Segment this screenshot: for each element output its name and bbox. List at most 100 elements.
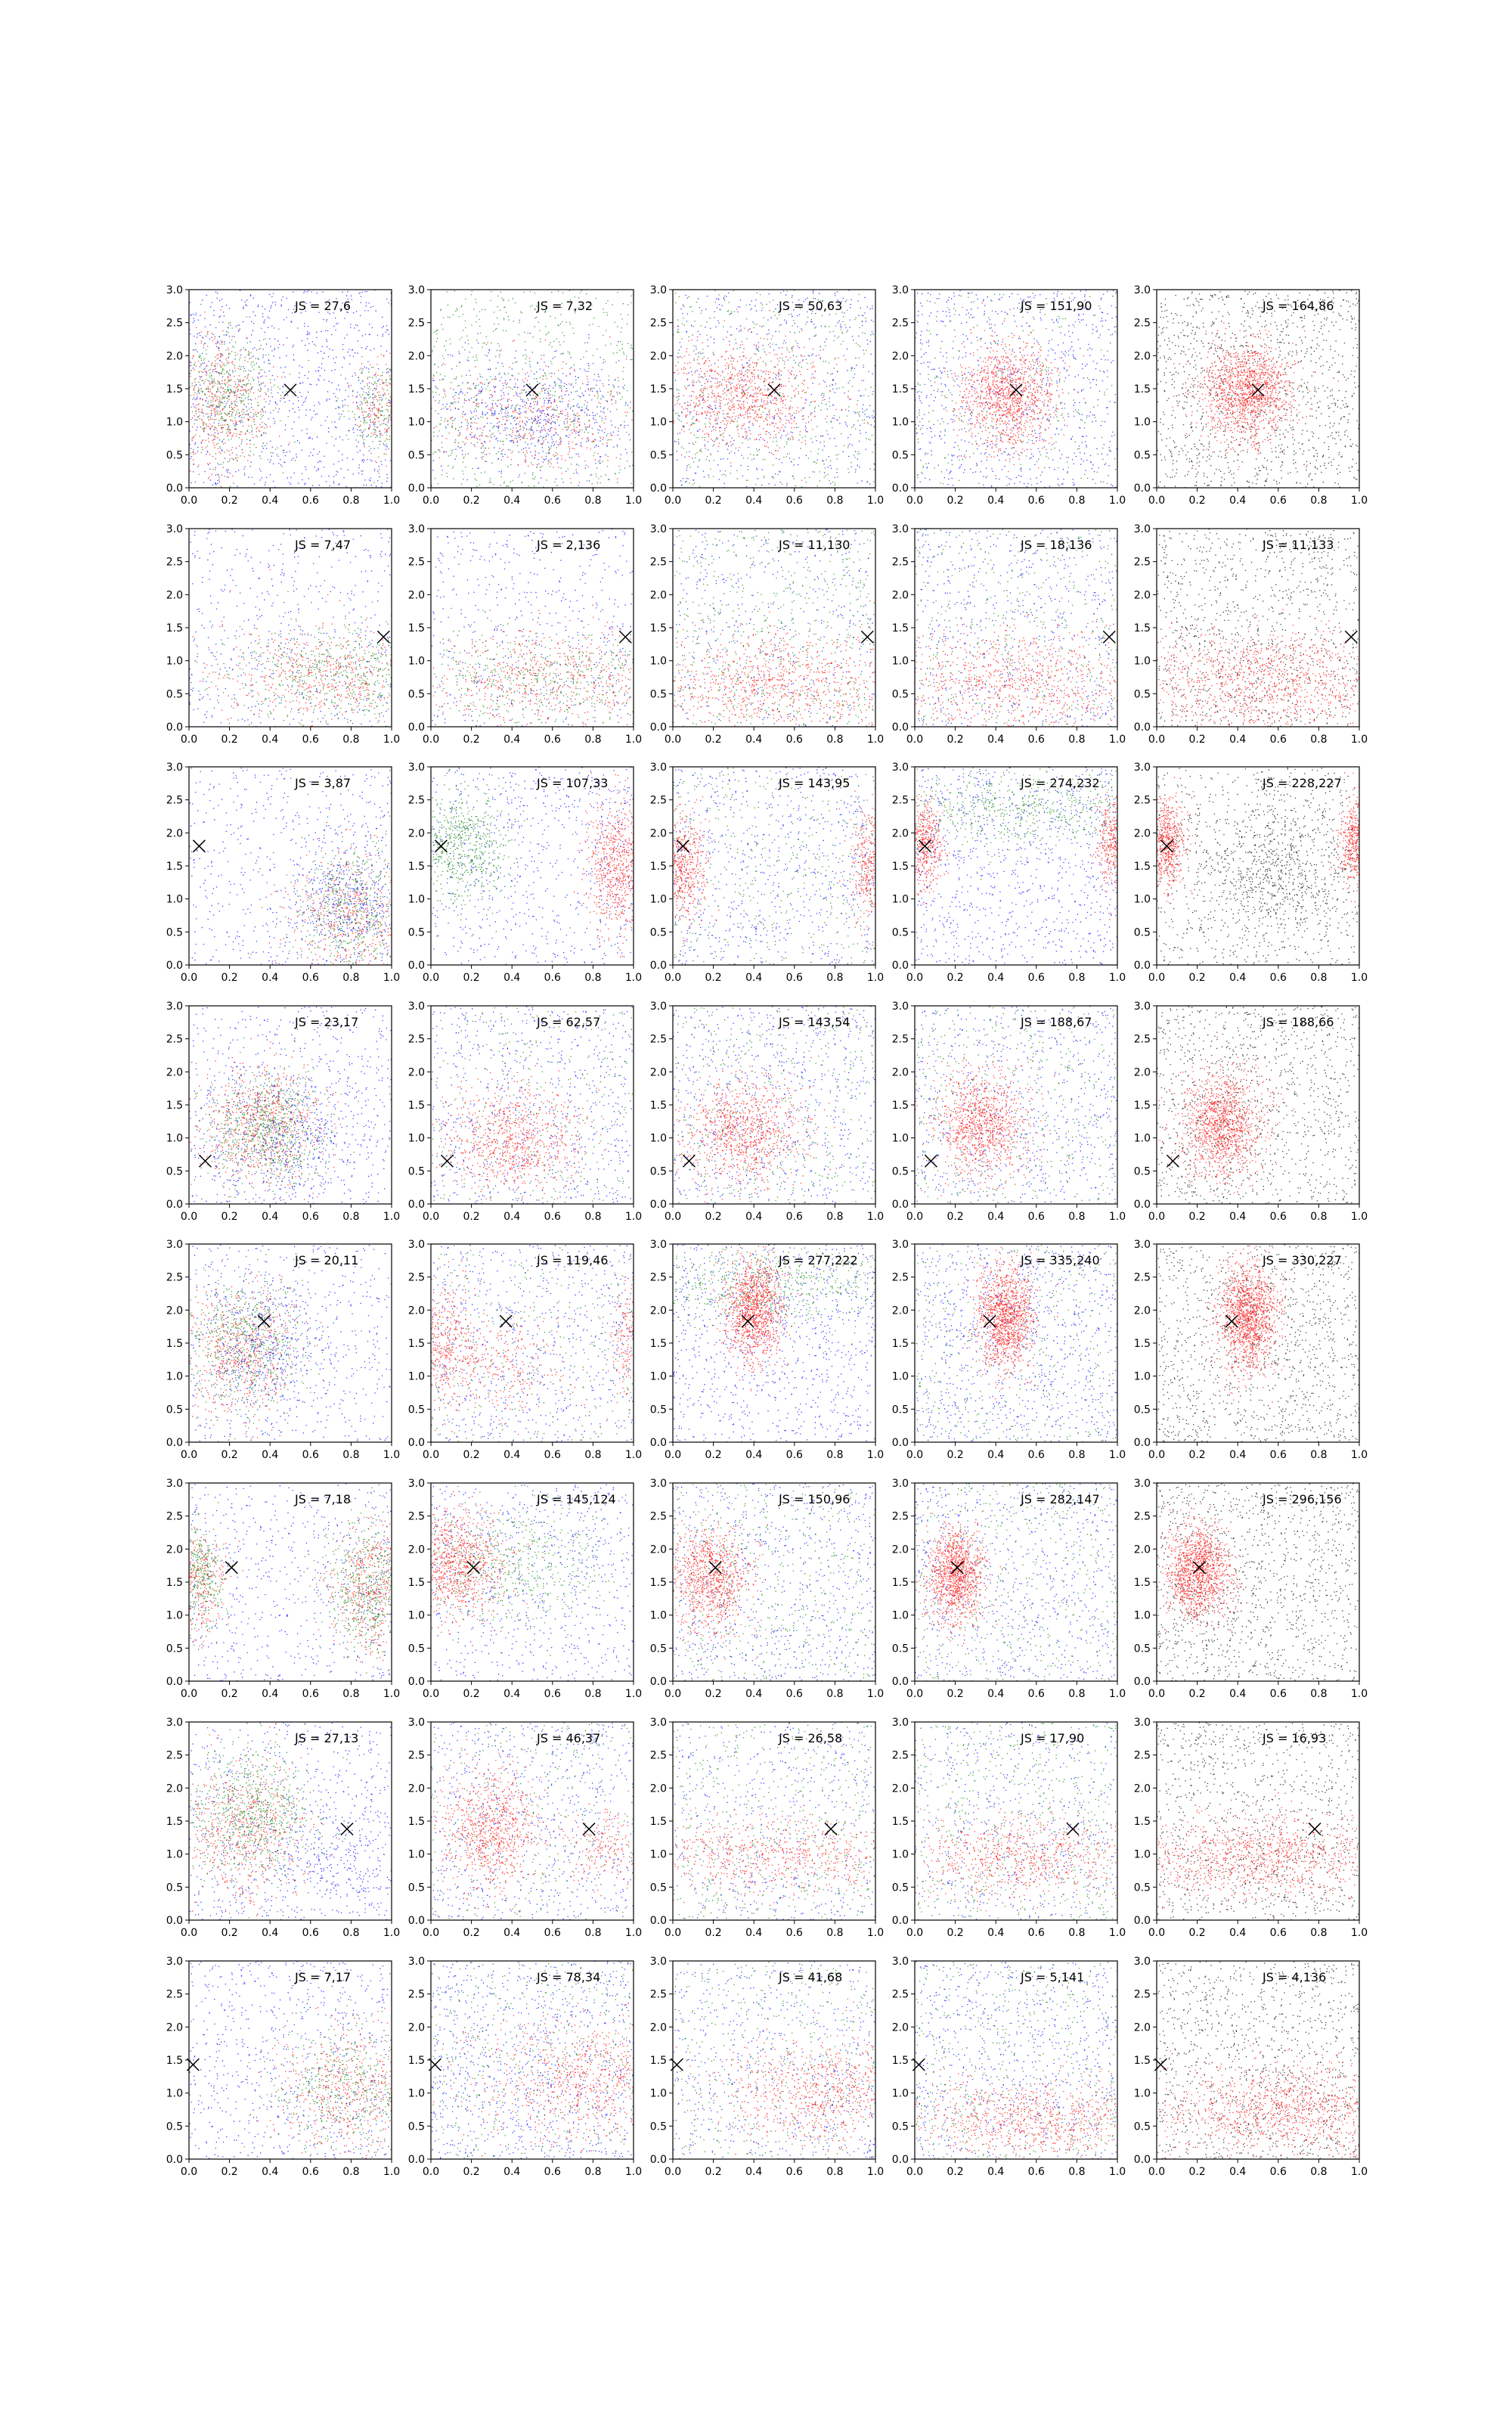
js-annotation: JS = 282,147 [1020,1492,1100,1506]
x-tick-label: 0.0 [181,1449,197,1461]
y-tick-label: 1.5 [650,861,667,873]
scatter-points-red [1159,2031,1360,2159]
y-tick-label: 2.0 [166,1544,183,1556]
x-marker [284,384,296,396]
scatter-points-green [431,1007,634,1205]
scatter-panel: JS = 7,320.0 0.2 0.4 0.6 0.8 1.00.00.51.01.52… [408,284,642,507]
x-tick-label: 0.0 [1148,1927,1165,1939]
scatter-points-red [189,1723,336,1921]
scatter-points-green [916,1007,1118,1205]
x-tick-label: 0.4 [503,1927,520,1939]
y-tick-label: 2.5 [650,1989,667,2001]
y-tick-label: 3.0 [166,523,183,535]
x-tick-label: 0.8 [1068,1927,1085,1939]
x-marker [683,1155,695,1167]
y-tick-label: 1.5 [1134,1338,1151,1350]
y-tick-label: 2.0 [166,589,183,601]
js-annotation: JS = 2,136 [536,538,600,552]
x-tick-label: 0.2 [947,1449,963,1461]
y-tick-label: 0.0 [166,960,183,972]
y-tick-label: 2.0 [408,2021,425,2034]
x-tick-label: 0.6 [544,2166,561,2178]
scatter-points-red [1157,1792,1358,1921]
y-tick-label: 2.0 [650,1544,667,1556]
scatter-panel: JS = 41,680.0 0.2 0.4 0.6 0.8 1.00.00.51.01.5… [650,1956,884,2178]
y-tick-label: 2.5 [166,1272,183,1284]
scatter-points-blue [673,1006,876,1205]
x-tick-label: 0.4 [745,972,762,984]
y-tick-label: 2.0 [650,1305,667,1317]
scatter-points-black [1157,768,1359,966]
x-tick-label: 0.0 [423,495,439,507]
y-tick-label: 2.5 [166,795,183,807]
x-tick-label: 0.6 [786,1688,803,1700]
x-tick-label: 0.8 [826,1211,843,1223]
x-tick-label: 0.6 [302,1211,319,1223]
x-tick-label: 0.4 [503,734,520,746]
x-tick-label: 0.4 [1229,2166,1246,2178]
scatter-points-blue [189,529,392,728]
y-tick-label: 2.5 [892,1511,909,1523]
y-tick-label: 2.0 [1134,589,1151,601]
x-tick-label: 0.8 [342,1927,359,1939]
x-tick-label: 0.4 [745,495,762,507]
scatter-points-blue [200,1051,392,1202]
scatter-points-red [546,1791,635,1907]
y-tick-label: 2.0 [892,1066,909,1078]
x-tick-label: 0.2 [705,1449,721,1461]
x-tick-label: 0.6 [302,495,319,507]
scatter-points-green [191,1038,359,1203]
y-tick-label: 0.5 [892,1404,909,1416]
x-tick-label: 0.8 [584,495,601,507]
x-tick-label: 0.8 [826,1449,843,1461]
scatter-panel: JS = 119,460.0 0.2 0.4 0.6 0.8 1.00.00.51.01.… [408,1239,642,1461]
y-tick-label: 1.5 [892,1338,909,1350]
y-tick-label: 2.5 [1134,318,1151,330]
x-tick-label: 0.8 [1310,1927,1327,1939]
x-tick-label: 1.0 [867,972,884,984]
y-tick-label: 2.5 [408,1034,425,1046]
y-tick-label: 1.0 [650,1610,667,1622]
x-marker [193,840,205,852]
x-tick-label: 1.0 [1351,2166,1368,2178]
js-annotation: JS = 4,136 [1262,1970,1326,1984]
plot-frame [189,1244,392,1442]
y-tick-label: 2.5 [1134,1750,1151,1762]
y-tick-label: 1.5 [408,1338,425,1350]
y-tick-label: 0.5 [650,1643,667,1655]
scatter-points-blue [231,1776,392,1920]
y-tick-label: 2.5 [892,557,909,569]
plot-frame [189,1006,392,1204]
x-marker [225,1562,237,1574]
y-tick-label: 2.0 [166,350,183,362]
x-tick-label: 0.2 [705,972,721,984]
y-tick-label: 1.0 [892,1371,909,1383]
js-annotation: JS = 11,133 [1262,538,1334,552]
y-tick-label: 2.0 [408,827,425,839]
y-tick-label: 0.5 [892,1643,909,1655]
y-tick-label: 2.5 [408,318,425,330]
js-annotation: JS = 41,68 [778,1970,842,1984]
plot-frame [1157,1483,1359,1681]
x-tick-label: 1.0 [1351,495,1368,507]
y-tick-label: 0.0 [1134,1676,1151,1688]
x-tick-label: 0.8 [1068,972,1085,984]
y-tick-label: 1.5 [892,622,909,634]
y-tick-label: 3.0 [166,1001,183,1013]
x-tick-label: 0.4 [745,734,762,746]
x-marker [341,1823,353,1835]
x-tick-label: 1.0 [383,2166,400,2178]
scatter-points-green [433,1486,628,1656]
x-tick-label: 1.0 [867,495,884,507]
y-tick-label: 2.0 [408,1066,425,1078]
js-annotation: JS = 5,141 [1020,1970,1084,1984]
scatter-points-red [1204,1246,1292,1417]
scatter-points-blue [431,1961,634,2160]
scatter-points-blue [431,1245,634,1442]
y-tick-label: 0.5 [408,1404,425,1416]
x-marker [526,384,538,396]
x-tick-label: 0.4 [262,734,278,746]
